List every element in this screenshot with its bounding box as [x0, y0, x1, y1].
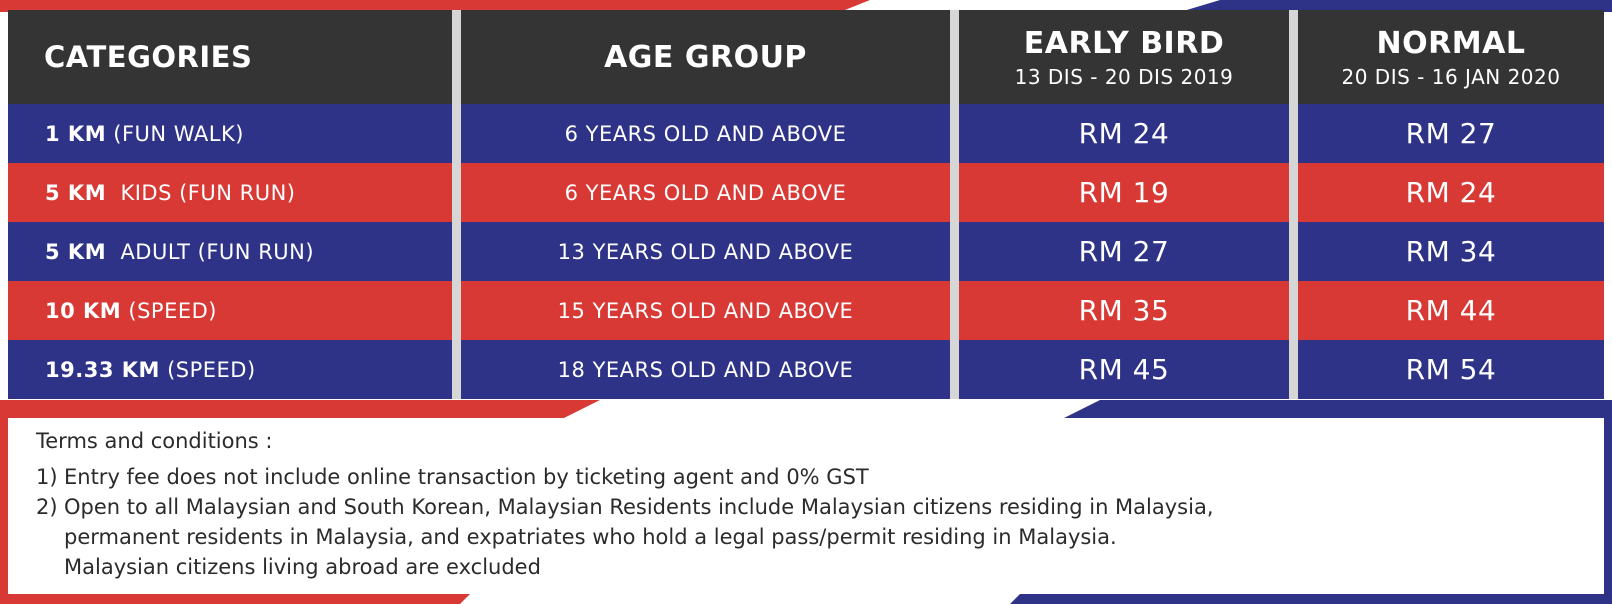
normal-price: RM 44 — [1289, 281, 1604, 340]
category-label: (FUN WALK) — [106, 121, 244, 146]
normal-price: RM 24 — [1289, 163, 1604, 222]
normal-price: RM 54 — [1289, 340, 1604, 399]
early-bird-price: RM 35 — [950, 281, 1289, 340]
terms-item-number: 2) — [36, 495, 58, 519]
header-age-group: AGE GROUP — [452, 10, 950, 104]
header-normal-title: NORMAL — [1376, 25, 1526, 61]
category-cell: 1 KM (FUN WALK) — [8, 104, 452, 163]
distance-label: 5 KM — [45, 239, 107, 264]
early-bird-price: RM 19 — [950, 163, 1289, 222]
early-bird-price: RM 27 — [950, 222, 1289, 281]
distance-label: 5 KM — [45, 180, 107, 205]
terms-item-text-continued: Malaysian citizens living abroad are exc… — [64, 555, 541, 579]
pricing-table: CATEGORIES AGE GROUP EARLY BIRD 13 DIS -… — [8, 10, 1604, 399]
header-age-group-label: AGE GROUP — [604, 39, 807, 75]
category-cell: 10 KM (SPEED) — [8, 281, 452, 340]
terms-item-text: Open to all Malaysian and South Korean, … — [64, 495, 1214, 519]
header-normal-dates: 20 DIS - 16 JAN 2020 — [1341, 64, 1561, 89]
category-cell: 5 KM KIDS (FUN RUN) — [8, 163, 452, 222]
table-row: 1 KM (FUN WALK) 6 YEARS OLD AND ABOVE RM… — [8, 104, 1604, 163]
table-row: 10 KM (SPEED) 15 YEARS OLD AND ABOVE RM … — [8, 281, 1604, 340]
normal-price: RM 34 — [1289, 222, 1604, 281]
age-cell: 13 YEARS OLD AND ABOVE — [452, 222, 950, 281]
table-header-row: CATEGORIES AGE GROUP EARLY BIRD 13 DIS -… — [8, 10, 1604, 104]
terms-item: 1) Entry fee does not include online tran… — [36, 462, 1214, 492]
terms-list: 1) Entry fee does not include online tran… — [36, 462, 1214, 582]
category-cell: 19.33 KM (SPEED) — [8, 340, 452, 399]
table-row: 5 KM ADULT (FUN RUN) 13 YEARS OLD AND AB… — [8, 222, 1604, 281]
terms-item-number: 1) — [36, 465, 58, 489]
terms-item-text: Entry fee does not include online transa… — [64, 465, 869, 489]
early-bird-price: RM 45 — [950, 340, 1289, 399]
age-cell: 15 YEARS OLD AND ABOVE — [452, 281, 950, 340]
terms-title: Terms and conditions : — [36, 429, 273, 453]
terms-item-text-continued: permanent residents in Malaysia, and exp… — [64, 525, 1117, 549]
category-cell: 5 KM ADULT (FUN RUN) — [8, 222, 452, 281]
distance-label: 10 KM — [45, 298, 122, 323]
age-cell: 6 YEARS OLD AND ABOVE — [452, 163, 950, 222]
category-label: (SPEED) — [121, 298, 217, 323]
table-row: 19.33 KM (SPEED) 18 YEARS OLD AND ABOVE … — [8, 340, 1604, 399]
header-categories: CATEGORIES — [8, 10, 452, 104]
header-normal: NORMAL 20 DIS - 16 JAN 2020 — [1289, 10, 1604, 104]
table-row: 5 KM KIDS (FUN RUN) 6 YEARS OLD AND ABOV… — [8, 163, 1604, 222]
age-cell: 18 YEARS OLD AND ABOVE — [452, 340, 950, 399]
header-early-bird: EARLY BIRD 13 DIS - 20 DIS 2019 — [950, 10, 1289, 104]
normal-price: RM 27 — [1289, 104, 1604, 163]
age-cell: 6 YEARS OLD AND ABOVE — [452, 104, 950, 163]
category-label: (SPEED) — [159, 357, 256, 382]
category-label: KIDS (FUN RUN) — [106, 180, 296, 205]
distance-label: 1 KM — [45, 121, 107, 146]
distance-label: 19.33 KM — [45, 357, 160, 382]
category-label: ADULT (FUN RUN) — [106, 239, 315, 264]
header-early-bird-dates: 13 DIS - 20 DIS 2019 — [1014, 64, 1234, 89]
terms-section: Terms and conditions : 1) Entry fee does … — [8, 418, 1604, 594]
header-early-bird-title: EARLY BIRD — [1023, 25, 1225, 61]
early-bird-price: RM 24 — [950, 104, 1289, 163]
terms-item: 2) Open to all Malaysian and South Korean… — [36, 492, 1214, 582]
